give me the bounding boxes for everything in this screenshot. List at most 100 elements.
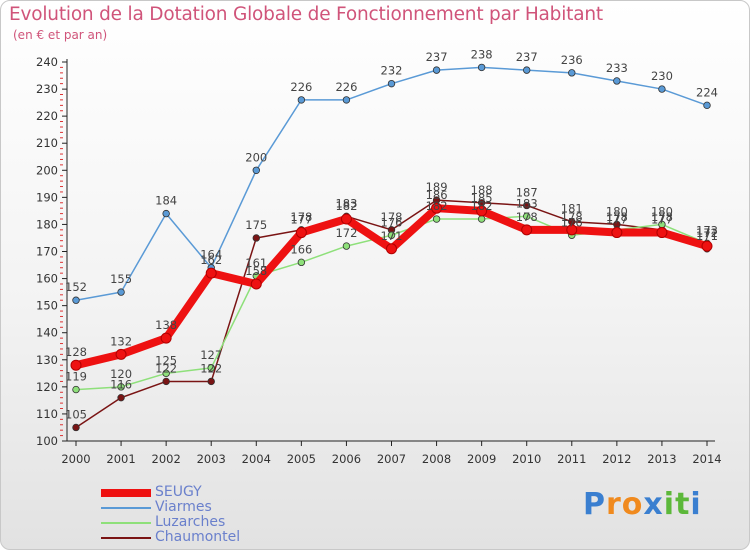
data-label-luzarches: 127 [200, 348, 222, 362]
data-label-viarmes: 226 [290, 80, 312, 94]
data-point-viarmes [297, 96, 306, 104]
data-label-luzarches: 178 [606, 210, 628, 224]
data-label-viarmes: 184 [155, 194, 177, 208]
data-label-chaumontel: 181 [561, 202, 583, 216]
legend-swatch-luzarches [101, 522, 151, 524]
chart-subtitle: (en € et par an) [13, 28, 108, 42]
x-tick-label: 2009 [467, 452, 496, 466]
data-point-seugy [566, 224, 578, 236]
y-tick-label: 160 [36, 272, 58, 286]
data-label-seugy: 182 [335, 199, 357, 213]
data-label-luzarches: 183 [516, 196, 538, 210]
series-lines [70, 63, 713, 432]
data-label-luzarches: 119 [65, 370, 87, 384]
x-tick-label: 2014 [692, 452, 721, 466]
logo-letter: x [643, 487, 664, 522]
data-label-chaumontel: 178 [381, 210, 403, 224]
axes: 100 110 120 130 140 150 160 170 180 190 200 210 220 2… [36, 55, 722, 466]
x-tick-label: 2003 [197, 452, 226, 466]
data-label-viarmes: 224 [696, 85, 718, 99]
data-point-luzarches [477, 215, 486, 223]
data-label-luzarches: 173 [696, 223, 718, 237]
data-point-viarmes [117, 288, 125, 296]
data-label-seugy: 138 [155, 318, 177, 332]
x-tick-label: 2004 [242, 452, 271, 466]
y-tick-label: 210 [36, 136, 58, 150]
data-label-viarmes: 233 [606, 61, 628, 75]
legend: SEUGY Viarmes Luzarches Chaumontel [101, 485, 240, 545]
data-label-luzarches: 180 [651, 204, 673, 218]
data-label-seugy: 132 [110, 334, 132, 348]
data-label-viarmes: 230 [651, 69, 673, 83]
data-point-viarmes [72, 296, 80, 304]
data-label-luzarches: 176 [561, 215, 583, 229]
data-point-seugy [295, 227, 307, 239]
data-label-chaumontel: 183 [335, 196, 357, 210]
data-label-seugy: 178 [516, 210, 538, 224]
x-tick-label: 2005 [287, 452, 316, 466]
series-line-viarmes [75, 66, 708, 301]
data-label-viarmes: 152 [65, 280, 87, 294]
y-tick-label: 230 [36, 82, 58, 96]
data-label-viarmes: 237 [426, 50, 448, 64]
data-label-seugy: 172 [696, 226, 718, 240]
logo-letter: r [606, 487, 622, 522]
data-point-viarmes [477, 63, 486, 72]
data-label-chaumontel: 105 [65, 407, 87, 421]
data-point-chaumontel [72, 423, 80, 432]
legend-item-viarmes: Viarmes [101, 500, 240, 515]
data-point-luzarches [342, 242, 351, 250]
data-label-viarmes: 226 [335, 80, 357, 94]
data-point-viarmes [162, 209, 170, 218]
data-label-viarmes: 155 [110, 272, 132, 286]
data-label-seugy: 171 [381, 229, 403, 243]
data-point-seugy [340, 213, 352, 225]
data-label-chaumontel: 178 [290, 210, 312, 224]
data-point-seugy [70, 359, 82, 371]
y-tick-label: 220 [36, 109, 58, 123]
y-tick-label: 120 [36, 380, 58, 394]
data-point-viarmes [568, 69, 576, 77]
legend-item-chaumontel: Chaumontel [101, 530, 240, 545]
y-tick-label: 170 [36, 245, 58, 259]
logo-letter: t [675, 487, 691, 522]
data-label-luzarches: 182 [471, 199, 493, 213]
legend-swatch-chaumontel [101, 537, 151, 539]
chart-title: Evolution de la Dotation Globale de Fonc… [9, 4, 603, 25]
data-label-viarmes: 236 [561, 53, 583, 67]
data-point-chaumontel [207, 377, 215, 386]
data-label-luzarches: 172 [335, 226, 357, 240]
data-label-luzarches: 125 [155, 353, 177, 367]
data-point-seugy [701, 240, 713, 252]
data-point-seugy [250, 278, 262, 290]
data-point-luzarches [117, 383, 125, 391]
y-tick-label: 200 [36, 163, 58, 177]
data-point-seugy [386, 243, 397, 255]
data-label-seugy: 158 [245, 264, 267, 278]
data-label-chaumontel: 171 [696, 229, 718, 243]
logo-letter: o [621, 487, 644, 522]
data-point-seugy [611, 227, 623, 239]
data-point-chaumontel [523, 201, 531, 210]
data-point-viarmes [432, 66, 441, 74]
y-tick-label: 190 [36, 190, 58, 204]
data-label-viarmes: 200 [245, 150, 267, 164]
data-label-chaumontel: 180 [606, 204, 628, 218]
data-point-viarmes [703, 101, 711, 110]
data-label-chaumontel: 189 [426, 180, 448, 194]
data-point-seugy [115, 348, 127, 360]
data-label-seugy: 162 [200, 253, 222, 267]
y-tick-label: 150 [36, 299, 58, 313]
data-point-luzarches [72, 385, 80, 394]
data-label-seugy: 128 [65, 345, 87, 359]
data-point-viarmes [658, 85, 666, 93]
data-point-luzarches [523, 212, 531, 221]
data-label-seugy: 177 [651, 213, 673, 227]
data-point-viarmes [613, 77, 621, 85]
data-label-luzarches: 176 [381, 215, 403, 229]
data-point-chaumontel [117, 393, 125, 402]
data-label-seugy: 177 [606, 213, 628, 227]
